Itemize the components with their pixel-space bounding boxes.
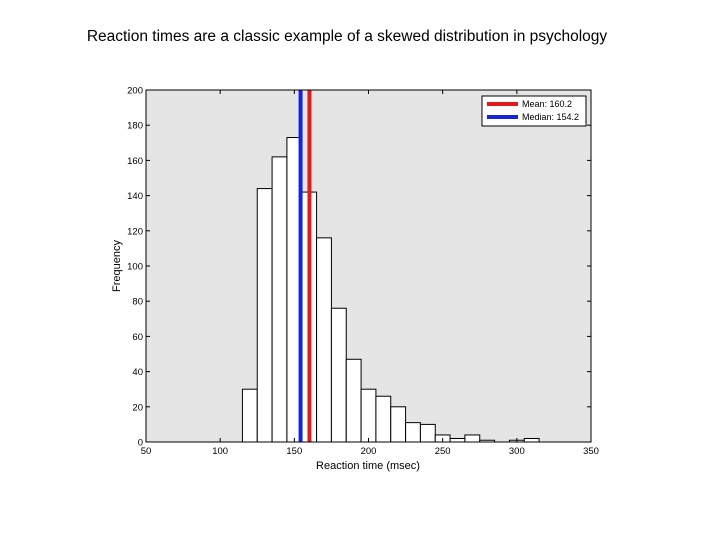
x-tick-label: 200 <box>361 446 377 457</box>
histogram-bar <box>360 388 377 443</box>
y-tick-label: 200 <box>127 86 143 97</box>
histogram-bar <box>256 188 273 443</box>
x-tick-label: 250 <box>435 446 451 457</box>
legend-entry-label: Mean: 160.2 <box>522 99 572 109</box>
x-tick-label: 300 <box>509 446 525 457</box>
y-tick-label: 180 <box>127 121 143 132</box>
x-tick-label: 350 <box>583 446 599 457</box>
legend-entry-label: Median: 154.2 <box>522 112 579 122</box>
histogram-bar <box>330 307 347 443</box>
histogram-bar <box>464 434 481 443</box>
x-axis-label: Reaction time (msec) <box>316 460 420 472</box>
histogram-bar <box>241 388 258 443</box>
slide-title: Reaction times are a classic example of … <box>86 28 608 45</box>
histogram-bar <box>523 437 540 443</box>
histogram-bar <box>345 358 362 443</box>
y-tick-label: 0 <box>138 438 143 449</box>
y-tick-label: 100 <box>127 262 143 273</box>
y-tick-label: 20 <box>132 402 143 413</box>
legend-box <box>481 95 587 127</box>
x-tick-label: 150 <box>286 446 302 457</box>
y-tick-label: 160 <box>127 156 143 167</box>
y-axis-label: Frequency <box>111 240 123 292</box>
legend: Mean: 160.2 Median: 154.2 <box>481 95 587 127</box>
y-tick-label: 40 <box>132 367 143 378</box>
histogram-bar <box>419 423 436 443</box>
x-tick-label: 50 <box>141 446 152 457</box>
histogram-bar <box>375 395 392 443</box>
x-tick-label: 100 <box>212 446 228 457</box>
y-tick-label: 60 <box>132 332 143 343</box>
histogram-bar <box>390 406 407 443</box>
plot-area <box>146 90 591 442</box>
histogram-bar <box>271 156 288 443</box>
y-tick-label: 80 <box>132 297 143 308</box>
y-tick-label: 140 <box>127 191 143 202</box>
y-tick-label: 120 <box>127 226 143 237</box>
histogram-bar <box>405 422 421 443</box>
histogram-bar <box>316 237 332 443</box>
histogram-bar <box>449 437 466 443</box>
